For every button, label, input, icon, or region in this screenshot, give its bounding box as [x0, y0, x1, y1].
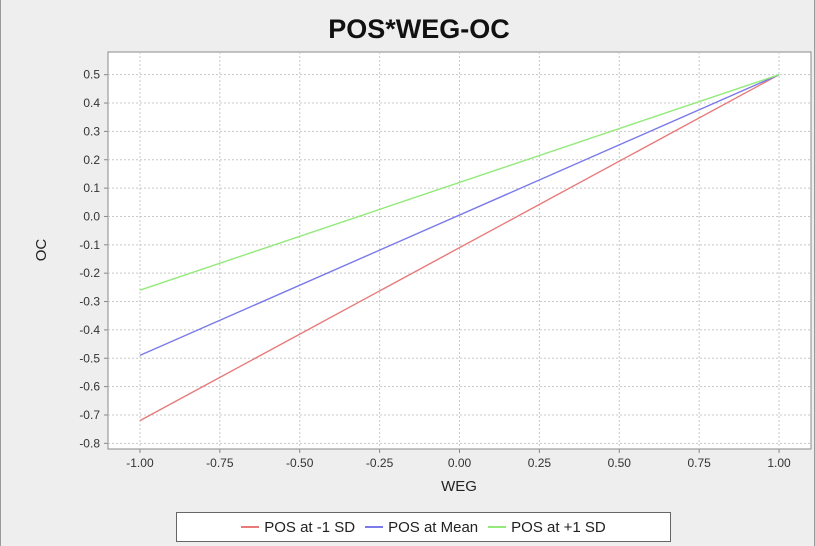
y-tick-label: 0.4	[83, 96, 100, 110]
series-line-2	[139, 74, 780, 357]
x-axis-label: WEG	[441, 478, 477, 495]
y-tick-label: 0.1	[83, 181, 100, 195]
y-tick-label: 0.5	[83, 68, 100, 82]
legend-label: POS at -1 SD	[264, 518, 356, 536]
y-tick-label: -0.1	[79, 238, 100, 252]
y-tick-label: 0.0	[83, 209, 100, 223]
series-line-1	[139, 74, 780, 422]
y-tick-label: 0.2	[83, 153, 100, 167]
x-tick-label: 0.50	[608, 456, 632, 470]
legend-label: POS at Mean	[388, 518, 479, 536]
x-tick-label: -0.75	[206, 456, 234, 470]
legend-item-2: POS at Mean	[365, 519, 478, 536]
chart-title: POS*WEG-OC	[328, 14, 510, 44]
y-axis-ticks: 0.5 0.4 0.3 0.2 0.1 0.0 -0.1 -0.2 -0.3 -0.4 -0.5 -0…	[79, 68, 108, 450]
legend-label: POS at +1 SD	[511, 518, 606, 536]
x-tick-label: 0.00	[448, 456, 472, 470]
y-axis-label: OC	[33, 239, 50, 262]
legend-swatch	[488, 526, 507, 528]
y-tick-label: -0.7	[79, 408, 100, 422]
x-axis-ticks: -1.00 -0.75 -0.50 -0.25 0.00 0.25 0.50 0.75 1.00	[126, 449, 791, 470]
x-tick-label: -0.25	[366, 456, 394, 470]
legend: POS at -1 SD POS at Mean POS at +1 SD	[176, 512, 671, 542]
x-tick-label: -0.50	[286, 456, 314, 470]
y-tick-label: -0.5	[79, 351, 100, 365]
legend-swatch	[365, 526, 384, 528]
y-tick-label: -0.4	[79, 323, 100, 337]
legend-swatch	[241, 526, 260, 528]
y-tick-label: -0.3	[79, 295, 100, 309]
y-tick-label: -0.2	[79, 266, 100, 280]
x-tick-label: -1.00	[126, 456, 154, 470]
plot-area	[107, 51, 812, 450]
legend-item-1: POS at -1 SD	[241, 519, 355, 536]
series-lines	[139, 74, 780, 422]
y-tick-label: 0.3	[83, 124, 100, 138]
series-line-3	[139, 74, 780, 291]
x-tick-label: 1.00	[767, 456, 791, 470]
x-tick-label: 0.25	[528, 456, 552, 470]
x-tick-label: 0.75	[687, 456, 711, 470]
legend-item-3: POS at +1 SD	[488, 519, 606, 536]
y-tick-label: -0.8	[79, 436, 100, 450]
y-tick-label: -0.6	[79, 380, 100, 394]
